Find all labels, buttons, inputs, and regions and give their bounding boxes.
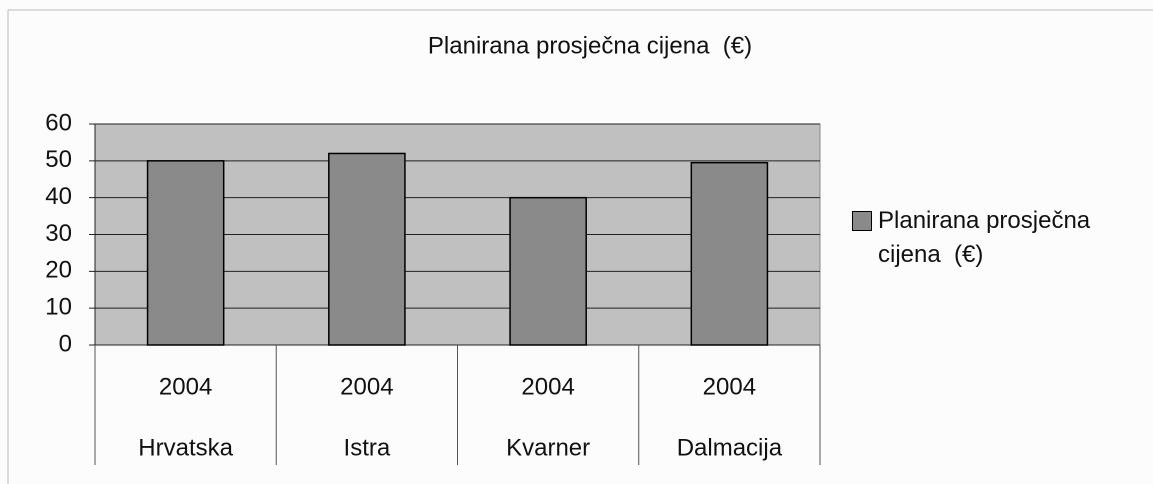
- x-tick-label: Istra: [344, 434, 391, 461]
- legend-label: Planirana prosječna cijena (€): [878, 207, 1097, 268]
- y-tick-label: 30: [45, 220, 72, 247]
- x-tick-label: Kvarner: [506, 434, 590, 461]
- x-tick-label: Dalmacija: [677, 434, 783, 461]
- bar: [146, 160, 225, 346]
- bar: [690, 161, 769, 346]
- legend: Planirana prosječna cijena (€): [852, 204, 1152, 272]
- bar: [509, 196, 587, 346]
- y-tick-label: 60: [45, 109, 72, 136]
- x-tick-year: 2004: [521, 373, 574, 400]
- x-tick-year: 2004: [703, 373, 756, 400]
- x-tick-year: 2004: [159, 373, 212, 400]
- y-tick-label: 0: [59, 330, 72, 357]
- y-tick-label: 40: [45, 183, 72, 210]
- x-tick-year: 2004: [340, 373, 393, 400]
- y-tick-label: 20: [45, 257, 72, 284]
- y-tick-label: 10: [45, 294, 72, 321]
- legend-swatch: [852, 211, 872, 231]
- y-tick-label: 50: [45, 146, 72, 173]
- chart-title: Planirana prosječna cijena (€): [428, 32, 752, 59]
- bar: [328, 152, 406, 346]
- x-tick-label: Hrvatska: [138, 434, 233, 461]
